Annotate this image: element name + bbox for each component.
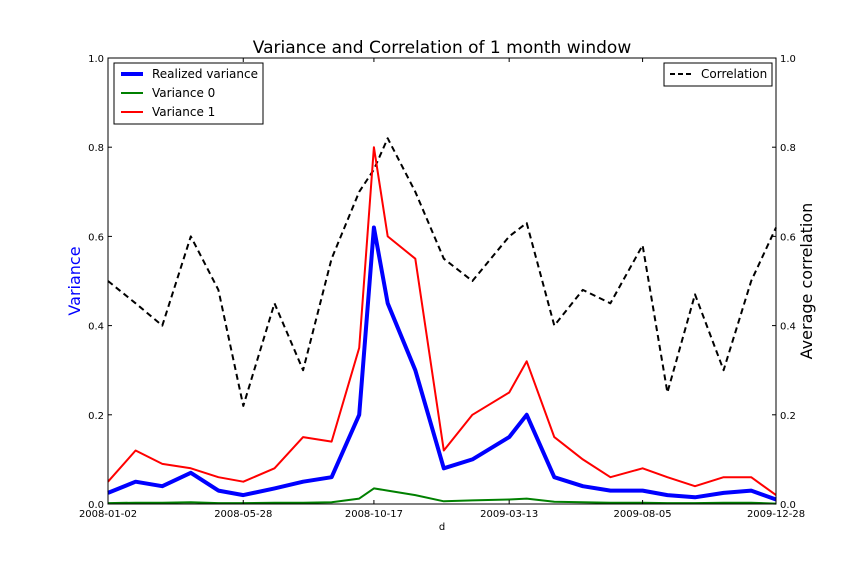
y-axis-label-right: Average correlation	[797, 203, 816, 360]
x-tick-label: 2009-08-05	[614, 509, 672, 520]
ticks: 2008-01-02 2008-05-28 2008-10-17 2009-03-13…	[79, 54, 805, 520]
y-tick-label-right: 1.0	[780, 54, 796, 65]
y-tick-label-right: 0.2	[780, 411, 796, 422]
y-axis-label-left: Variance	[65, 246, 84, 315]
y-tick-label-left: 1.0	[88, 54, 104, 65]
x-tick-label: 2009-12-28	[747, 509, 805, 520]
chart-title: Variance and Correlation of 1 month wind…	[253, 38, 632, 58]
series-variance-1	[107, 146, 777, 496]
y-tick-label-right: 0.8	[780, 143, 796, 154]
plot-lines	[107, 137, 777, 505]
series-realized-variance	[107, 225, 777, 502]
y-tick-label-left: 0.2	[88, 411, 104, 422]
x-tick-label: 2008-01-02	[79, 509, 137, 520]
x-tick-label: 2009-03-13	[480, 509, 538, 520]
y-tick-label-right: 0.0	[780, 500, 796, 511]
x-tick-label: 2008-05-28	[214, 509, 272, 520]
legend-right-frame	[663, 62, 773, 87]
plot-area-background	[108, 58, 776, 504]
y-tick-label-right: 0.4	[780, 322, 796, 333]
series-variance-0	[107, 487, 777, 505]
y-tick-label-left: 0.0	[88, 500, 104, 511]
y-tick-label-left: 0.6	[88, 232, 104, 243]
y-tick-label-right: 0.6	[780, 232, 796, 243]
legend-label-correlation: Correlation	[701, 67, 767, 81]
legend-label-variance1: Variance 1	[152, 105, 215, 119]
legend-right: Correlation	[663, 62, 773, 87]
x-tick-label: 2008-10-17	[345, 509, 403, 520]
legend-label-variance0: Variance 0	[152, 86, 215, 100]
y-tick-label-left: 0.8	[88, 143, 104, 154]
legend-label-realized: Realized variance	[152, 67, 258, 81]
x-axis-label: d	[439, 522, 445, 533]
legend-left: Realized variance Variance 0 Variance 1	[113, 62, 264, 125]
y-tick-label-left: 0.4	[88, 322, 104, 333]
plot-frame	[107, 57, 777, 505]
series-correlation	[107, 137, 777, 407]
